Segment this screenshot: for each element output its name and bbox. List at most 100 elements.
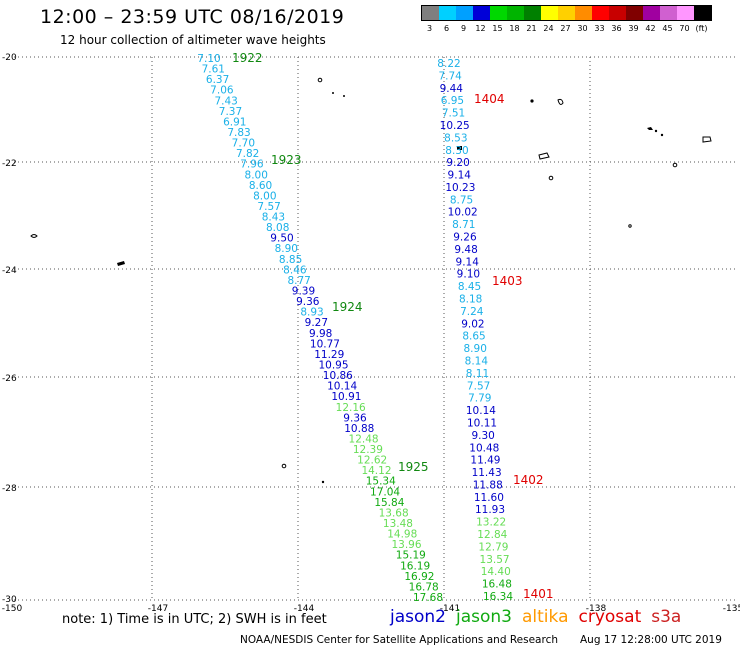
longitude-label: -144	[294, 604, 315, 614]
island-shape	[332, 92, 334, 94]
wave-height-value: 9.14	[456, 256, 480, 268]
legend-swatch	[575, 6, 592, 20]
wave-height-value: 12.39	[353, 444, 383, 456]
legend-swatch	[422, 6, 439, 20]
wave-height-value: 15.34	[366, 476, 396, 488]
satellite-legend-item: jason2	[390, 607, 446, 627]
latitude-label: -30	[2, 595, 17, 605]
wave-height-value: 6.91	[223, 116, 246, 128]
wave-height-value: 11.49	[470, 455, 500, 467]
wave-height-value: 7.57	[257, 201, 280, 213]
wave-height-value: 11.29	[314, 349, 344, 361]
wave-height-value: 8.90	[275, 243, 298, 255]
island-shape	[647, 127, 653, 130]
wave-height-value: 10.14	[327, 381, 357, 393]
wave-height-value: 9.27	[305, 317, 328, 329]
wave-height-value: 9.48	[454, 244, 477, 256]
wave-height-value: 13.96	[391, 539, 421, 551]
wave-height-value: 15.19	[396, 550, 426, 562]
wave-height-value: 9.10	[457, 269, 480, 281]
island-shape	[281, 463, 287, 469]
wave-height-value: 10.95	[318, 359, 348, 371]
track-time-label: 1404	[474, 92, 505, 106]
island-shape	[530, 99, 534, 103]
legend-label: 21	[526, 24, 537, 33]
legend-swatch	[626, 6, 643, 20]
wave-height-value: 10.91	[331, 391, 361, 403]
latitude-label: -20	[2, 53, 17, 63]
wave-height-value: 8.60	[249, 180, 272, 192]
wave-height-value: 8.65	[462, 331, 485, 343]
latitude-label: -28	[2, 484, 17, 494]
wave-height-value: 9.26	[453, 232, 477, 244]
wave-height-value: 6.95	[441, 95, 464, 107]
wave-height-value: 7.74	[438, 70, 462, 82]
wave-height-value: 10.23	[445, 182, 475, 194]
wave-height-value: 9.02	[461, 318, 484, 330]
wave-height-value: 8.14	[465, 355, 489, 367]
wave-height-value: 9.20	[446, 157, 469, 169]
wave-height-value: 13.68	[379, 507, 409, 519]
wave-height-value: 13.22	[476, 517, 506, 529]
wave-height-value: 12.84	[477, 529, 507, 541]
footer-note: note: 1) Time is in UTC; 2) SWH is in fe…	[62, 612, 327, 627]
wave-height-value: 12.48	[349, 433, 379, 445]
wave-height-value: 10.11	[467, 417, 497, 429]
wave-height-value: 8.75	[450, 194, 473, 206]
track-time-label: 1924	[332, 300, 363, 314]
wave-height-value: 8.46	[283, 264, 307, 276]
island-shape	[317, 77, 323, 83]
legend-swatch	[507, 6, 524, 20]
satellite-legend: jason2 jason3 altika cryosat s3a	[390, 607, 691, 627]
longitude-label: -141	[440, 604, 460, 614]
wave-height-value: 7.96	[240, 159, 264, 171]
wave-height-value: 11.88	[473, 479, 503, 491]
wave-height-value: 12.62	[357, 455, 387, 467]
legend-label: 39	[628, 24, 639, 33]
satellite-legend-item: s3a	[651, 607, 682, 627]
legend-label: 18	[509, 24, 520, 33]
wave-height-value: 16.19	[400, 560, 430, 572]
island-shape	[557, 98, 564, 105]
wave-height-value: 8.90	[464, 343, 487, 355]
legend-swatch	[541, 6, 558, 20]
wave-height-value: 11.43	[472, 467, 502, 479]
wave-height-value: 7.10	[197, 53, 220, 65]
wave-height-value: 8.71	[452, 219, 475, 231]
wave-height-value: 7.79	[468, 393, 491, 405]
wave-height-value: 14.98	[387, 529, 417, 541]
legend-label: 15	[492, 24, 503, 33]
latitude-label: -22	[2, 159, 17, 169]
legend-swatch	[524, 6, 541, 20]
island-shape	[672, 162, 678, 168]
longitude-label: -135	[723, 604, 740, 614]
satellite-legend-item: jason3	[456, 607, 512, 627]
legend-labels: 3 6 9 12 15 18 21 24 27 30 33 36 39 42 45 70 (ft)	[421, 24, 712, 33]
footer-credit: NOAA/NESDIS Center for Satellite Applica…	[240, 634, 558, 646]
island-shape	[457, 146, 462, 150]
wave-height-value: 10.77	[310, 338, 340, 350]
wave-height-value: 7.61	[202, 64, 225, 76]
wave-height-value: 14.12	[361, 465, 391, 477]
wave-height-value: 17.04	[370, 486, 400, 498]
island-shape	[117, 261, 125, 266]
wave-height-value: 7.51	[442, 108, 465, 120]
wave-height-value: 7.70	[232, 138, 255, 150]
island-shape	[702, 136, 712, 143]
footer-timestamp: Aug 17 12:28:00 UTC 2019	[580, 634, 722, 646]
wave-height-value: 8.00	[253, 190, 276, 202]
island-shape	[660, 133, 664, 137]
track-time-label: 1401	[523, 587, 554, 601]
island-shape	[538, 152, 550, 160]
legend-label: 3	[426, 24, 433, 33]
wave-height-value: 7.24	[460, 306, 484, 318]
wave-height-value: 10.02	[448, 207, 478, 219]
track-time-label: 1925	[398, 460, 429, 474]
wave-height-value: 8.08	[266, 222, 289, 234]
wave-height-value: 16.34	[483, 591, 513, 603]
wave-height-value: 9.39	[292, 286, 315, 298]
wave-height-value: 8.45	[458, 281, 481, 293]
track-time-labels: 1922 1923 1924 1925 1404 1403 1402 1401	[232, 51, 554, 601]
wave-height-value: 8.53	[444, 132, 467, 144]
wave-height-value: 9.30	[471, 430, 494, 442]
